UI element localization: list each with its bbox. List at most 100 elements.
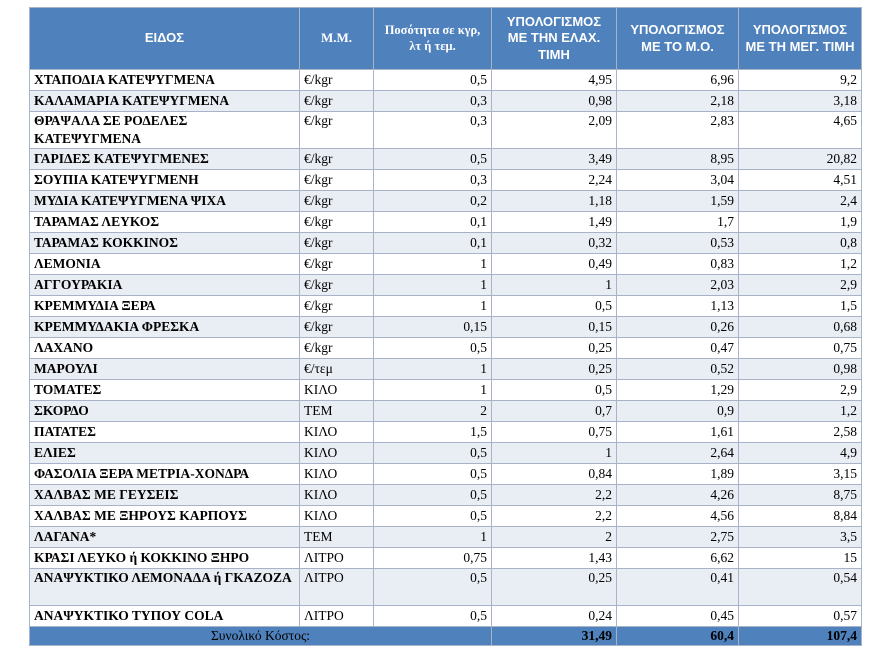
cell-min-price: 0,5 <box>491 379 617 401</box>
cell-unit: €/kgr <box>299 211 374 233</box>
cell-avg-price: 6,96 <box>616 69 739 91</box>
cell-unit: ΚΙΛΟ <box>299 442 374 464</box>
cell-min-price: 2,09 <box>491 111 617 149</box>
cell-min-price: 4,95 <box>491 69 617 91</box>
cell-max-price: 3,15 <box>738 463 862 485</box>
cell-item: ΛΑΧΑΝΟ <box>29 337 300 359</box>
table-body: ΧΤΑΠΟΔΙΑ ΚΑΤΕΨΥΓΜΕΝΑ €/kgr 0,5 4,95 6,96 9,2 Κ… <box>29 69 862 627</box>
cell-item: ΣΟΥΠΙΑ ΚΑΤΕΨΥΓΜΕΝΗ <box>29 169 300 191</box>
cell-avg-price: 3,04 <box>616 169 739 191</box>
cell-unit: ΛΙΤΡΟ <box>299 605 374 627</box>
cell-unit: €/kgr <box>299 69 374 91</box>
cell-min-price: 0,32 <box>491 232 617 254</box>
header-avg-price: ΥΠΟΛΟΓΙΣΜΟΣ ΜΕ ΤΟ Μ.Ο. <box>616 7 739 70</box>
cell-avg-price: 8,95 <box>616 148 739 170</box>
cell-avg-price: 0,26 <box>616 316 739 338</box>
cell-item: ΠΑΤΑΤΕΣ <box>29 421 300 443</box>
table-row: ΚΡΕΜΜΥΔΙΑ ΞΕΡΑ €/kgr 1 0,5 1,13 1,5 <box>29 295 862 317</box>
cell-unit: ΚΙΛΟ <box>299 463 374 485</box>
cell-max-price: 20,82 <box>738 148 862 170</box>
cell-quantity: 1 <box>373 379 492 401</box>
header-unit: Μ.Μ. <box>299 7 374 70</box>
cell-max-price: 0,57 <box>738 605 862 627</box>
cell-max-price: 2,9 <box>738 379 862 401</box>
cell-quantity: 1,5 <box>373 421 492 443</box>
cell-min-price: 1,43 <box>491 547 617 569</box>
cell-avg-price: 0,41 <box>616 568 739 606</box>
cell-max-price: 2,58 <box>738 421 862 443</box>
cell-unit: €/kgr <box>299 337 374 359</box>
cell-quantity: 0,5 <box>373 505 492 527</box>
cell-quantity: 2 <box>373 400 492 422</box>
cell-unit: €/kgr <box>299 169 374 191</box>
cell-max-price: 0,98 <box>738 358 862 380</box>
cell-min-price: 1,18 <box>491 190 617 212</box>
table-row: ΚΡΑΣΙ ΛΕΥΚΟ ή ΚΟΚΚΙΝΟ ΞΗΡΟ ΛΙΤΡΟ 0,75 1,43 6… <box>29 547 862 569</box>
cell-quantity: 0,5 <box>373 337 492 359</box>
cell-avg-price: 4,26 <box>616 484 739 506</box>
cell-item: ΦΑΣΟΛΙΑ ΞΕΡΑ ΜΕΤΡΙΑ-ΧΟΝΔΡΑ <box>29 463 300 485</box>
table-row: ΑΝΑΨΥΚΤΙΚΟ ΛΕΜΟΝΑΔΑ ή ΓΚΑΖΟΖΑ ΛΙΤΡΟ 0,5 0,2… <box>29 568 862 606</box>
cell-item: ΑΝΑΨΥΚΤΙΚΟ ΤΥΠΟΥ COLA <box>29 605 300 627</box>
cell-item: ΜΥΔΙΑ ΚΑΤΕΨΥΓΜΕΝΑ ΨΙΧΑ <box>29 190 300 212</box>
header-max-price: ΥΠΟΛΟΓΙΣΜΟΣ ΜΕ ΤΗ ΜΕΓ. ΤΙΜΗ <box>738 7 862 70</box>
cell-unit: ΚΙΛΟ <box>299 505 374 527</box>
table-row: ΚΑΛΑΜΑΡΙΑ ΚΑΤΕΨΥΓΜΕΝΑ €/kgr 0,3 0,98 2,18 3,1… <box>29 90 862 112</box>
cell-max-price: 3,5 <box>738 526 862 548</box>
cell-quantity: 0,1 <box>373 211 492 233</box>
cell-min-price: 3,49 <box>491 148 617 170</box>
cell-min-price: 0,5 <box>491 295 617 317</box>
cell-quantity: 0,15 <box>373 316 492 338</box>
cell-avg-price: 2,83 <box>616 111 739 149</box>
total-min: 31,49 <box>491 626 617 646</box>
cell-max-price: 2,9 <box>738 274 862 296</box>
cell-avg-price: 0,83 <box>616 253 739 275</box>
cell-avg-price: 4,56 <box>616 505 739 527</box>
cell-avg-price: 1,59 <box>616 190 739 212</box>
price-table: ΕΙΔΟΣ Μ.Μ. Ποσότητα σε κγρ, λτ ή τεμ. ΥΠ… <box>29 7 862 646</box>
cell-avg-price: 1,29 <box>616 379 739 401</box>
cell-quantity: 0,5 <box>373 484 492 506</box>
cell-max-price: 8,75 <box>738 484 862 506</box>
table-row: ΣΟΥΠΙΑ ΚΑΤΕΨΥΓΜΕΝΗ €/kgr 0,3 2,24 3,04 4,51 <box>29 169 862 191</box>
cell-unit: €/kgr <box>299 190 374 212</box>
table-row: ΣΚΟΡΔΟ ΤΕΜ 2 0,7 0,9 1,2 <box>29 400 862 422</box>
cell-avg-price: 1,61 <box>616 421 739 443</box>
cell-item: ΛΕΜΟΝΙΑ <box>29 253 300 275</box>
cell-avg-price: 0,45 <box>616 605 739 627</box>
cell-avg-price: 1,89 <box>616 463 739 485</box>
cell-unit: ΚΙΛΟ <box>299 379 374 401</box>
table-row: ΛΑΧΑΝΟ €/kgr 0,5 0,25 0,47 0,75 <box>29 337 862 359</box>
header-min-price: ΥΠΟΛΟΓΙΣΜΟΣ ΜΕ ΤΗΝ ΕΛΑΧ. ΤΙΜΗ <box>491 7 617 70</box>
cell-min-price: 0,25 <box>491 568 617 606</box>
table-header-row: ΕΙΔΟΣ Μ.Μ. Ποσότητα σε κγρ, λτ ή τεμ. ΥΠ… <box>29 7 862 70</box>
table-row: ΑΓΓΟΥΡΑΚΙΑ €/kgr 1 1 2,03 2,9 <box>29 274 862 296</box>
cell-min-price: 0,25 <box>491 337 617 359</box>
cell-quantity: 1 <box>373 274 492 296</box>
cell-unit: €/kgr <box>299 232 374 254</box>
cell-min-price: 0,7 <box>491 400 617 422</box>
cell-max-price: 9,2 <box>738 69 862 91</box>
cell-quantity: 1 <box>373 358 492 380</box>
cell-min-price: 0,49 <box>491 253 617 275</box>
cell-unit: ΤΕΜ <box>299 526 374 548</box>
cell-item: ΤΑΡΑΜΑΣ ΛΕΥΚΟΣ <box>29 211 300 233</box>
table-row: ΘΡΑΨΑΛΑ ΣΕ ΡΟΔΕΛΕΣ ΚΑΤΕΨΥΓΜΕΝΑ €/kgr 0,3 2,… <box>29 111 862 149</box>
table-row: ΧΑΛΒΑΣ ΜΕ ΞΗΡΟΥΣ ΚΑΡΠΟΥΣ ΚΙΛΟ 0,5 2,2 4,56 8,… <box>29 505 862 527</box>
cell-min-price: 0,98 <box>491 90 617 112</box>
cell-unit: ΛΙΤΡΟ <box>299 547 374 569</box>
cell-avg-price: 0,47 <box>616 337 739 359</box>
cell-item: ΧΑΛΒΑΣ ΜΕ ΞΗΡΟΥΣ ΚΑΡΠΟΥΣ <box>29 505 300 527</box>
cell-quantity: 1 <box>373 295 492 317</box>
cell-avg-price: 0,52 <box>616 358 739 380</box>
cell-quantity: 0,5 <box>373 463 492 485</box>
cell-max-price: 4,9 <box>738 442 862 464</box>
cell-item: ΤΟΜΑΤΕΣ <box>29 379 300 401</box>
cell-min-price: 2,2 <box>491 484 617 506</box>
cell-item: ΕΛΙΕΣ <box>29 442 300 464</box>
cell-item: ΤΑΡΑΜΑΣ ΚΟΚΚΙΝΟΣ <box>29 232 300 254</box>
cell-unit: ΚΙΛΟ <box>299 484 374 506</box>
cell-quantity: 0,3 <box>373 90 492 112</box>
table-row: ΕΛΙΕΣ ΚΙΛΟ 0,5 1 2,64 4,9 <box>29 442 862 464</box>
cell-unit: ΤΕΜ <box>299 400 374 422</box>
